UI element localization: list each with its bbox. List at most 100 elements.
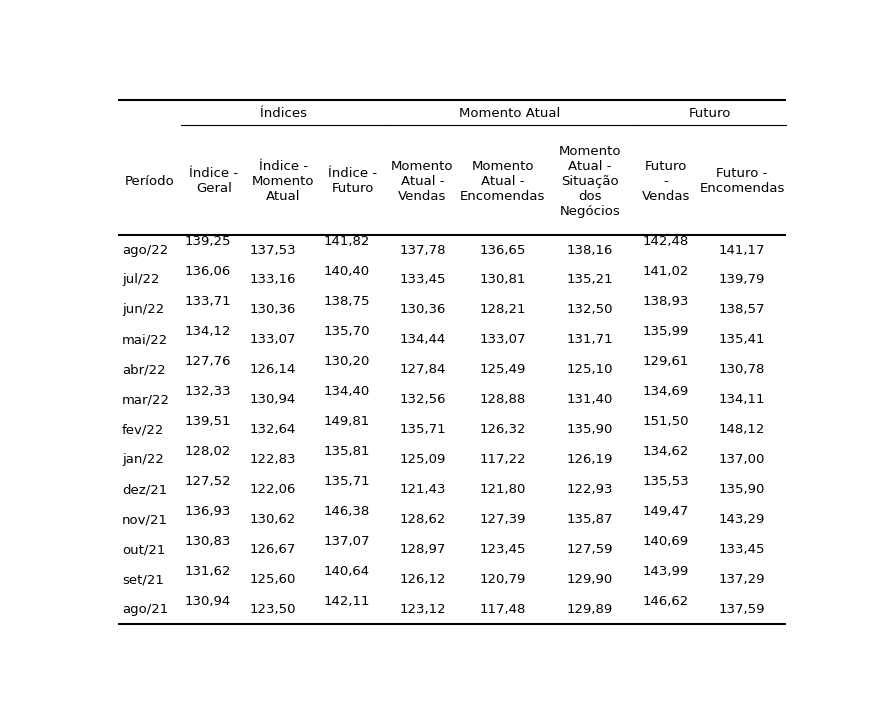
Text: 131,62: 131,62 bbox=[184, 564, 231, 578]
Text: 135,87: 135,87 bbox=[566, 513, 613, 526]
Text: fev/22: fev/22 bbox=[122, 423, 164, 436]
Text: 135,71: 135,71 bbox=[400, 423, 445, 436]
Text: Índice -
Futuro: Índice - Futuro bbox=[328, 167, 377, 196]
Text: 130,78: 130,78 bbox=[719, 363, 766, 376]
Text: 135,90: 135,90 bbox=[567, 423, 613, 436]
Text: 134,40: 134,40 bbox=[324, 385, 370, 398]
Text: 135,41: 135,41 bbox=[719, 333, 766, 347]
Text: 134,69: 134,69 bbox=[643, 385, 689, 398]
Text: Momento
Atual -
Vendas: Momento Atual - Vendas bbox=[392, 160, 453, 203]
Text: 129,61: 129,61 bbox=[643, 355, 689, 368]
Text: 117,22: 117,22 bbox=[480, 453, 527, 467]
Text: 133,45: 133,45 bbox=[719, 543, 766, 556]
Text: 139,25: 139,25 bbox=[184, 235, 231, 248]
Text: Futuro: Futuro bbox=[688, 108, 730, 121]
Text: 129,89: 129,89 bbox=[567, 603, 613, 616]
Text: 135,21: 135,21 bbox=[566, 274, 613, 286]
Text: 146,62: 146,62 bbox=[643, 595, 689, 608]
Text: Período: Período bbox=[125, 175, 175, 188]
Text: 141,02: 141,02 bbox=[643, 265, 689, 278]
Text: 130,36: 130,36 bbox=[250, 303, 296, 316]
Text: 139,79: 139,79 bbox=[719, 274, 766, 286]
Text: 127,52: 127,52 bbox=[184, 475, 231, 488]
Text: 142,11: 142,11 bbox=[324, 595, 370, 608]
Text: 128,88: 128,88 bbox=[480, 393, 526, 406]
Text: 131,40: 131,40 bbox=[567, 393, 613, 406]
Text: 142,48: 142,48 bbox=[643, 235, 689, 248]
Text: 133,16: 133,16 bbox=[250, 274, 296, 286]
Text: 123,45: 123,45 bbox=[480, 543, 527, 556]
Text: Índice -
Geral: Índice - Geral bbox=[189, 167, 238, 196]
Text: 136,93: 136,93 bbox=[184, 505, 231, 518]
Text: 134,12: 134,12 bbox=[184, 325, 231, 338]
Text: 135,70: 135,70 bbox=[324, 325, 370, 338]
Text: 138,75: 138,75 bbox=[324, 295, 370, 308]
Text: 140,64: 140,64 bbox=[324, 564, 370, 578]
Text: 134,44: 134,44 bbox=[400, 333, 445, 347]
Text: 130,81: 130,81 bbox=[480, 274, 526, 286]
Text: 140,40: 140,40 bbox=[324, 265, 370, 278]
Text: Índices: Índices bbox=[260, 108, 307, 121]
Text: 120,79: 120,79 bbox=[480, 573, 526, 586]
Text: 126,67: 126,67 bbox=[250, 543, 296, 556]
Text: out/21: out/21 bbox=[122, 543, 165, 556]
Text: 127,76: 127,76 bbox=[184, 355, 231, 368]
Text: 138,93: 138,93 bbox=[643, 295, 689, 308]
Text: ago/21: ago/21 bbox=[122, 603, 168, 616]
Text: 133,45: 133,45 bbox=[400, 274, 445, 286]
Text: dez/21: dez/21 bbox=[122, 483, 167, 496]
Text: 143,99: 143,99 bbox=[643, 564, 689, 578]
Text: 137,53: 137,53 bbox=[250, 243, 296, 257]
Text: Momento
Atual -
Encomendas: Momento Atual - Encomendas bbox=[460, 160, 546, 203]
Text: 130,94: 130,94 bbox=[184, 595, 231, 608]
Text: 129,90: 129,90 bbox=[567, 573, 613, 586]
Text: 136,06: 136,06 bbox=[184, 265, 231, 278]
Text: 127,84: 127,84 bbox=[400, 363, 445, 376]
Text: set/21: set/21 bbox=[122, 573, 164, 586]
Text: 137,00: 137,00 bbox=[719, 453, 766, 467]
Text: 126,19: 126,19 bbox=[567, 453, 613, 467]
Text: 148,12: 148,12 bbox=[719, 423, 766, 436]
Text: abr/22: abr/22 bbox=[122, 363, 166, 376]
Text: 127,39: 127,39 bbox=[480, 513, 527, 526]
Text: 130,94: 130,94 bbox=[250, 393, 296, 406]
Text: 132,50: 132,50 bbox=[566, 303, 613, 316]
Text: 126,32: 126,32 bbox=[480, 423, 527, 436]
Text: mai/22: mai/22 bbox=[122, 333, 168, 347]
Text: Índice -
Momento
Atual: Índice - Momento Atual bbox=[252, 160, 315, 203]
Text: 122,93: 122,93 bbox=[566, 483, 613, 496]
Text: 134,62: 134,62 bbox=[643, 445, 689, 458]
Text: Futuro -
Encomendas: Futuro - Encomendas bbox=[699, 167, 785, 196]
Text: 133,07: 133,07 bbox=[250, 333, 296, 347]
Text: 137,29: 137,29 bbox=[719, 573, 766, 586]
Text: 135,99: 135,99 bbox=[643, 325, 689, 338]
Text: jun/22: jun/22 bbox=[122, 303, 164, 316]
Text: 128,21: 128,21 bbox=[480, 303, 527, 316]
Text: 125,60: 125,60 bbox=[250, 573, 296, 586]
Text: 143,29: 143,29 bbox=[719, 513, 766, 526]
Text: 133,07: 133,07 bbox=[480, 333, 527, 347]
Text: 132,56: 132,56 bbox=[400, 393, 445, 406]
Text: 135,71: 135,71 bbox=[324, 475, 370, 488]
Text: 135,81: 135,81 bbox=[324, 445, 370, 458]
Text: 149,47: 149,47 bbox=[643, 505, 689, 518]
Text: 123,50: 123,50 bbox=[250, 603, 296, 616]
Text: 123,12: 123,12 bbox=[400, 603, 445, 616]
Text: 149,81: 149,81 bbox=[324, 415, 370, 428]
Text: 138,57: 138,57 bbox=[719, 303, 766, 316]
Text: 126,14: 126,14 bbox=[250, 363, 296, 376]
Text: 138,16: 138,16 bbox=[567, 243, 613, 257]
Text: 137,78: 137,78 bbox=[400, 243, 445, 257]
Text: 128,02: 128,02 bbox=[184, 445, 231, 458]
Text: 128,62: 128,62 bbox=[400, 513, 445, 526]
Text: 139,51: 139,51 bbox=[184, 415, 231, 428]
Text: 122,83: 122,83 bbox=[250, 453, 296, 467]
Text: 130,83: 130,83 bbox=[184, 535, 231, 547]
Text: 140,69: 140,69 bbox=[643, 535, 689, 547]
Text: 122,06: 122,06 bbox=[250, 483, 296, 496]
Text: 121,80: 121,80 bbox=[480, 483, 526, 496]
Text: 117,48: 117,48 bbox=[480, 603, 526, 616]
Text: 141,17: 141,17 bbox=[719, 243, 766, 257]
Text: nov/21: nov/21 bbox=[122, 513, 168, 526]
Text: Momento Atual: Momento Atual bbox=[459, 108, 560, 121]
